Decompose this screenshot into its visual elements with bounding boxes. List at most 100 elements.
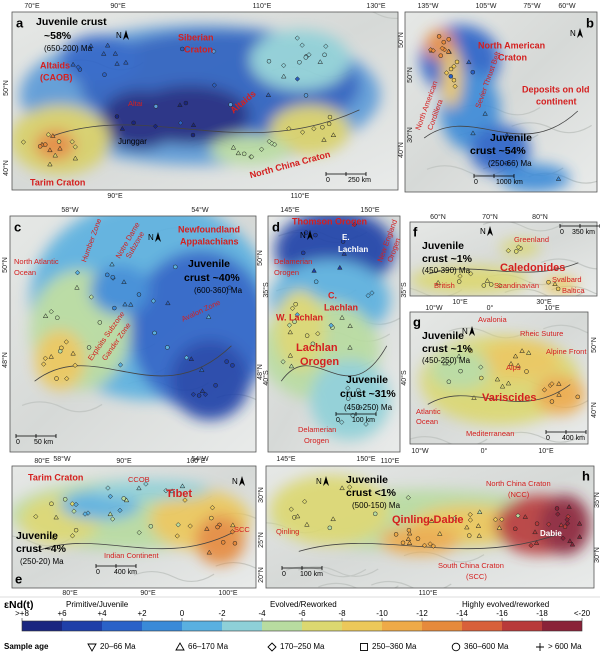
sample — [327, 525, 333, 531]
panel-letter: b — [586, 15, 594, 30]
sample — [555, 176, 562, 181]
color-cell — [542, 621, 582, 631]
map-label: SCC — [234, 525, 250, 534]
sample — [52, 152, 58, 158]
sample — [549, 381, 555, 387]
sample — [73, 501, 79, 508]
colorbar-tick-label: -2 — [218, 609, 226, 618]
map-panel-d — [268, 216, 400, 452]
sample — [554, 506, 560, 511]
sample — [143, 481, 149, 487]
panel-frame — [404, 11, 598, 193]
isotope-zone — [35, 330, 85, 390]
sample — [497, 282, 503, 289]
sample — [107, 493, 114, 500]
sample — [476, 509, 483, 514]
map-label: Svalbard — [552, 275, 582, 284]
coordinate-label: 40°N — [590, 402, 598, 418]
sample — [369, 290, 375, 296]
sample — [445, 48, 452, 54]
sample — [286, 125, 292, 132]
map-label: Rheic Suture — [520, 329, 563, 338]
sample — [471, 395, 477, 400]
sample — [163, 488, 169, 494]
sample — [20, 139, 27, 145]
map-label: 400 km — [114, 569, 137, 576]
sample — [467, 511, 473, 518]
sample — [70, 61, 76, 67]
relief — [543, 324, 588, 334]
sample — [427, 541, 433, 547]
age-symbol — [360, 643, 368, 651]
age-label: 360–600 Ma — [464, 642, 509, 651]
sample — [117, 507, 123, 514]
coordinate-label: 90°E — [107, 192, 123, 200]
map-label: (NCC) — [508, 490, 530, 499]
coordinate-label: 50°N — [590, 337, 598, 353]
sample — [294, 76, 301, 82]
map-label: crust ~4% — [16, 543, 67, 555]
coordinate-label: 60°N — [430, 213, 446, 221]
sample — [249, 154, 255, 160]
map-label: Baltica — [562, 286, 585, 295]
relief — [504, 288, 586, 296]
sample — [235, 150, 242, 156]
sample — [281, 73, 287, 79]
sample — [481, 283, 487, 288]
panel-frame — [9, 215, 257, 453]
map-label: 350 km — [572, 229, 595, 236]
sample — [220, 540, 226, 545]
relief — [502, 431, 584, 443]
sample — [211, 48, 217, 55]
sample — [74, 270, 81, 276]
age-label: 20–66 Ma — [100, 642, 136, 651]
panel-frame — [267, 215, 401, 453]
sample — [393, 532, 399, 537]
isotope-zone — [250, 30, 350, 90]
map-label: (450-390) Ma — [422, 266, 471, 275]
coordinate-label: 40°N — [2, 160, 10, 176]
map-label: Caledonides — [500, 262, 565, 274]
map-label: Qinling-Dabie — [392, 514, 464, 526]
coordinate-label: 30°N — [257, 487, 265, 503]
sample — [405, 494, 411, 501]
map-label: Tarim Craton — [28, 472, 83, 482]
sample — [560, 535, 566, 541]
sample — [49, 501, 54, 506]
sample — [311, 267, 317, 273]
isotope-field — [30, 216, 256, 420]
sample — [341, 250, 347, 256]
sample — [421, 542, 428, 549]
sample — [350, 413, 356, 418]
map-label: N — [570, 29, 576, 38]
relief — [337, 12, 398, 19]
sample — [265, 92, 272, 97]
sample — [303, 230, 309, 235]
map-label: 0 — [336, 417, 340, 424]
sample — [576, 533, 583, 539]
sample — [73, 527, 79, 533]
colorbar-tick-label: +2 — [137, 609, 147, 618]
sample — [54, 376, 59, 381]
coordinate-label: 135°W — [417, 2, 438, 10]
sample — [467, 517, 474, 523]
colorbar-tick-label: -12 — [416, 609, 428, 618]
sample — [174, 533, 180, 539]
map-label: (250-66) Ma — [488, 159, 532, 168]
coordinate-label: 10°W — [425, 304, 443, 312]
age-symbol — [175, 642, 185, 651]
map-label: Craton — [498, 52, 527, 62]
map-label: 100 km — [352, 417, 375, 424]
sample — [534, 521, 540, 526]
sample — [110, 516, 116, 522]
sample — [57, 145, 63, 151]
map-panel-g — [410, 312, 588, 444]
coordinate-label: 35°S — [400, 282, 408, 298]
sample — [105, 272, 110, 278]
sample — [119, 125, 126, 131]
sample — [310, 341, 316, 347]
sample — [107, 511, 113, 517]
map-label: C. — [328, 290, 337, 300]
sample — [365, 293, 371, 299]
